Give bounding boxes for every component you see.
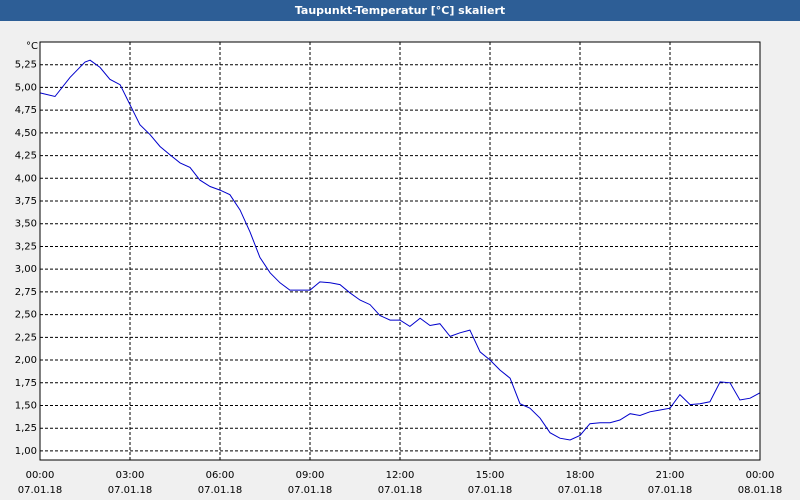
x-tick-label: 06:00 xyxy=(206,470,235,481)
y-tick-label: 3,00 xyxy=(15,264,37,275)
x-tick-date: 07.01.18 xyxy=(198,485,243,496)
data-line xyxy=(39,59,761,441)
x-tick-label: 00:00 xyxy=(26,470,55,481)
y-tick-label: 2,25 xyxy=(15,332,37,343)
y-tick-label: 2,50 xyxy=(15,310,37,321)
y-tick-label: 3,50 xyxy=(15,219,37,230)
y-tick-label: 3,25 xyxy=(15,241,37,252)
x-tick-label: 03:00 xyxy=(116,470,145,481)
x-tick-date: 07.01.18 xyxy=(558,485,603,496)
y-tick-label: 5,00 xyxy=(15,82,37,93)
y-tick-label: 1,00 xyxy=(15,446,37,457)
y-tick-label: 1,25 xyxy=(15,423,37,434)
x-tick-label: 00:00 xyxy=(746,470,775,481)
x-tick-date: 07.01.18 xyxy=(648,485,693,496)
x-tick-date: 07.01.18 xyxy=(468,485,513,496)
x-tick-label: 21:00 xyxy=(656,470,685,481)
x-tick-label: 12:00 xyxy=(386,470,415,481)
y-unit: °C xyxy=(26,41,38,52)
x-tick-date: 07.01.18 xyxy=(288,485,333,496)
y-tick-label: 4,25 xyxy=(15,151,37,162)
y-tick-label: 2,00 xyxy=(15,355,37,366)
chart-title: Taupunkt-Temperatur [°C] skaliert xyxy=(295,4,505,17)
x-tick-date: 07.01.18 xyxy=(108,485,153,496)
y-tick-label: 4,00 xyxy=(15,173,37,184)
plot-border xyxy=(39,41,761,461)
y-tick-label: 4,75 xyxy=(15,105,37,116)
plot-area xyxy=(39,41,761,461)
y-tick-label: 5,25 xyxy=(15,60,37,71)
x-tick-label: 18:00 xyxy=(566,470,595,481)
y-tick-label: 4,50 xyxy=(15,128,37,139)
y-tick-label: 1,50 xyxy=(15,400,37,411)
x-tick-label: 15:00 xyxy=(476,470,505,481)
title-bar xyxy=(0,0,800,21)
y-tick-label: 3,75 xyxy=(15,196,37,207)
x-tick-date: 07.01.18 xyxy=(18,485,63,496)
x-tick-date: 07.01.18 xyxy=(378,485,423,496)
x-tick-label: 09:00 xyxy=(296,470,325,481)
y-tick-label: 2,75 xyxy=(15,287,37,298)
y-tick-label: 1,75 xyxy=(15,378,37,389)
x-tick-date: 08.01.18 xyxy=(738,485,783,496)
